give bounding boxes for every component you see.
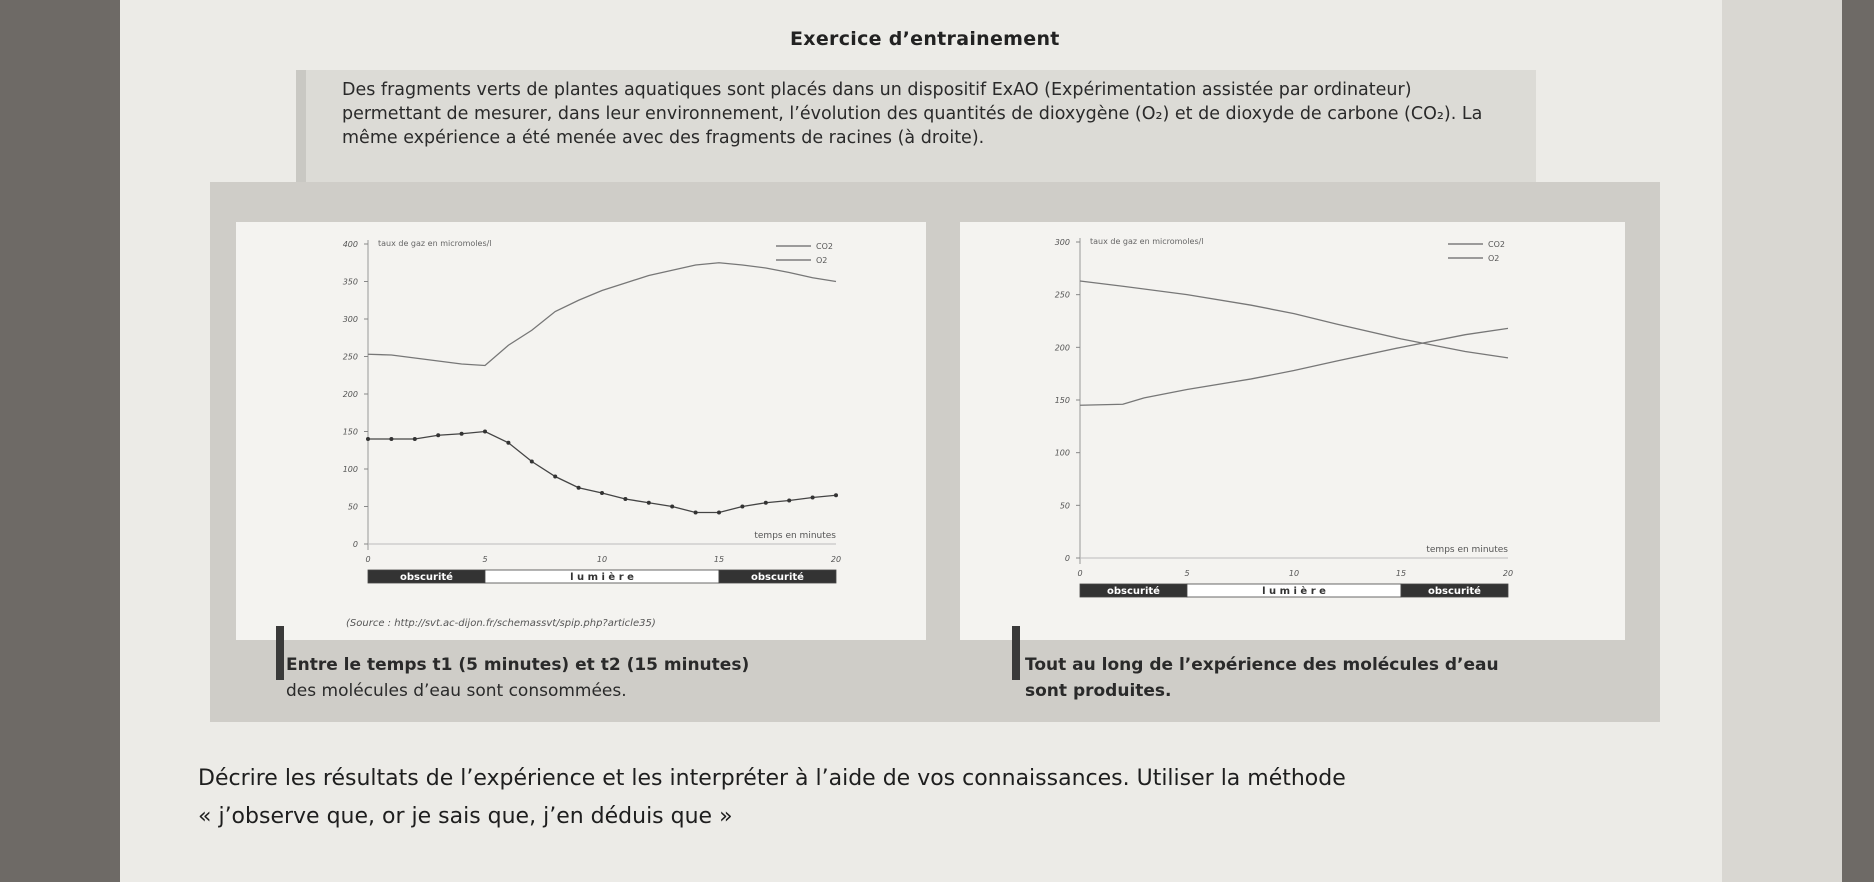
data-point-co2 bbox=[483, 429, 487, 434]
caption-left: Entre le temps t1 (5 minutes) et t2 (15 … bbox=[286, 652, 749, 704]
chart-card-roots: 0 50 100 150 200 250 300 0 5 10 15 20 taux de gaz en… bbox=[960, 222, 1625, 640]
phase-label: obscurité bbox=[751, 571, 804, 583]
y-tick-label: 250 bbox=[1055, 291, 1070, 300]
data-point-co2 bbox=[670, 504, 675, 509]
data-point-co2 bbox=[529, 459, 534, 464]
series-line-o2 bbox=[367, 262, 837, 367]
legend-label: CO2 bbox=[816, 242, 833, 251]
paper-edge bbox=[1722, 0, 1842, 882]
chart-aquatic-plants: 0 50 100 150 200 250 300 350 400 0 5 10 15 20 taux de … bbox=[343, 239, 841, 584]
x-axis-label: temps en minutes bbox=[1426, 545, 1508, 555]
data-point-co2 bbox=[506, 440, 511, 445]
x-tick-label: 5 bbox=[1184, 569, 1189, 578]
chart-card-aquatic-plants: 0 50 100 150 200 250 300 350 400 0 5 10 15 20 taux de … bbox=[236, 222, 926, 640]
caption-right: Tout au long de l’expérience des molécul… bbox=[1025, 652, 1499, 704]
x-tick-label: 5 bbox=[482, 555, 487, 564]
question-line-2: « j’observe que, or je sais que, j’en dé… bbox=[198, 804, 733, 829]
phase-label: l u m i è r e bbox=[1262, 585, 1326, 597]
question-text: Décrire les résultats de l’expérience et… bbox=[198, 760, 1698, 836]
series-line-o2 bbox=[1079, 280, 1509, 359]
exercise-title: Exercice d’entrainement bbox=[790, 28, 1060, 50]
phase-label: obscurité bbox=[400, 571, 453, 583]
y-tick-label: 100 bbox=[1055, 449, 1070, 458]
data-point-co2 bbox=[646, 500, 651, 505]
x-tick-label: 0 bbox=[1077, 569, 1082, 578]
y-tick-label: 50 bbox=[348, 503, 358, 512]
series-line-co2 bbox=[368, 430, 837, 514]
y-tick-label: 100 bbox=[343, 465, 358, 474]
y-tick-label: 200 bbox=[343, 390, 358, 399]
y-tick-label: 300 bbox=[343, 315, 358, 324]
y-tick-label: 250 bbox=[343, 353, 358, 362]
caption-left-line-2: des molécules d’eau sont consommées. bbox=[286, 681, 627, 701]
y-tick-label: 150 bbox=[1055, 396, 1070, 405]
y-tick-label: 0 bbox=[353, 540, 358, 549]
y-tick-label: 200 bbox=[1055, 343, 1070, 352]
intro-text: Des fragments verts de plantes aquatique… bbox=[342, 80, 1483, 148]
x-axis-label: temps en minutes bbox=[754, 531, 836, 541]
phase-segment bbox=[718, 569, 837, 584]
source-reference: (Source : http://svt.ac-dijon.fr/schemas… bbox=[346, 618, 656, 629]
legend-label: O2 bbox=[1488, 254, 1499, 263]
data-point-co2 bbox=[834, 493, 838, 498]
data-point-co2 bbox=[740, 504, 745, 509]
caption-left-line-1: Entre le temps t1 (5 minutes) et t2 (15 … bbox=[286, 655, 750, 675]
data-point-co2 bbox=[787, 498, 792, 503]
x-tick-label: 10 bbox=[597, 555, 607, 564]
x-tick-label: 15 bbox=[714, 555, 724, 564]
legend-label: O2 bbox=[816, 256, 827, 265]
y-tick-label: 300 bbox=[1055, 238, 1070, 247]
data-point-co2 bbox=[366, 437, 370, 441]
y-axis-label: taux de gaz en micromoles/l bbox=[1090, 237, 1204, 246]
data-point-co2 bbox=[600, 491, 604, 495]
legend-label: CO2 bbox=[1488, 240, 1505, 249]
data-point-co2 bbox=[412, 437, 417, 441]
data-point-co2 bbox=[693, 510, 698, 515]
phase-label: l u m i è r e bbox=[570, 571, 634, 583]
y-tick-label: 350 bbox=[343, 278, 358, 287]
y-tick-label: 400 bbox=[343, 240, 358, 249]
data-point-co2 bbox=[576, 485, 581, 490]
y-tick-label: 0 bbox=[1065, 554, 1070, 563]
data-point-co2 bbox=[763, 500, 768, 505]
caption-right-bar bbox=[1012, 626, 1020, 680]
data-point-co2 bbox=[717, 510, 721, 515]
phase-label: obscurité bbox=[1428, 585, 1481, 597]
phase-label: obscurité bbox=[1107, 585, 1160, 597]
caption-right-line-1: Tout au long de l’expérience des molécul… bbox=[1025, 655, 1499, 675]
data-point-co2 bbox=[623, 497, 628, 501]
data-point-co2 bbox=[389, 437, 394, 441]
y-tick-label: 150 bbox=[343, 428, 358, 437]
caption-right-line-2: sont produites. bbox=[1025, 681, 1172, 701]
y-axis-label: taux de gaz en micromoles/l bbox=[378, 239, 492, 248]
question-line-1: Décrire les résultats de l’expérience et… bbox=[198, 766, 1346, 791]
data-point-co2 bbox=[436, 433, 441, 438]
x-tick-label: 15 bbox=[1396, 569, 1406, 578]
data-point-co2 bbox=[553, 474, 558, 479]
phase-segment bbox=[1400, 583, 1509, 598]
data-point-co2 bbox=[810, 495, 815, 500]
x-tick-label: 20 bbox=[831, 555, 841, 564]
data-point-co2 bbox=[459, 431, 464, 436]
intro-box bbox=[306, 70, 1536, 182]
x-tick-label: 20 bbox=[1503, 569, 1513, 578]
caption-left-bar bbox=[276, 626, 284, 680]
chart-roots: 0 50 100 150 200 250 300 0 5 10 15 20 taux de gaz en… bbox=[1055, 237, 1513, 598]
x-tick-label: 0 bbox=[365, 555, 370, 564]
series-line-co2 bbox=[1079, 327, 1509, 406]
x-tick-label: 10 bbox=[1289, 569, 1299, 578]
y-tick-label: 50 bbox=[1060, 501, 1070, 510]
